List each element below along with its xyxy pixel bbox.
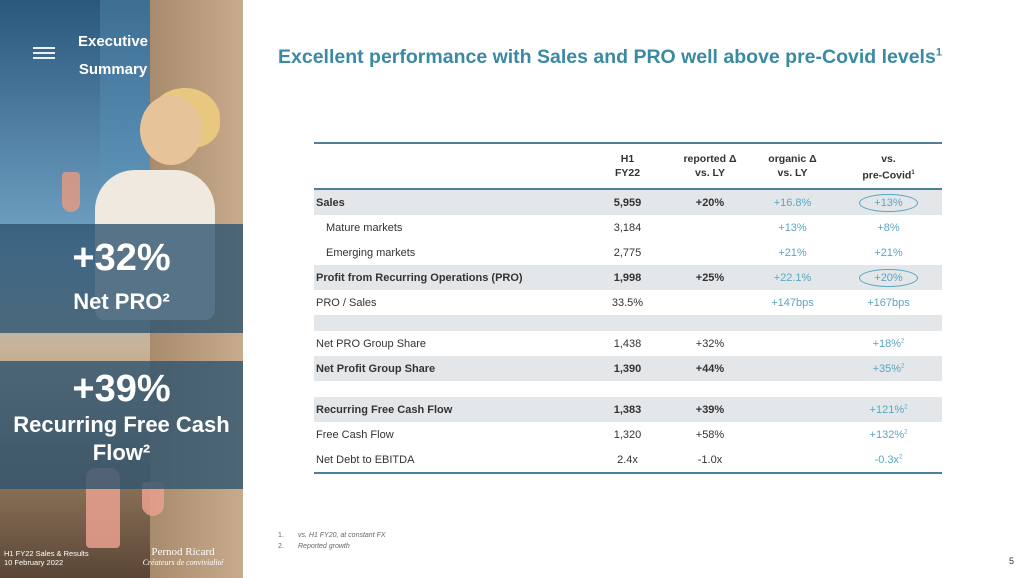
- header-pre-covid: vs. pre-Covid1: [862, 153, 915, 182]
- footer-info: H1 FY22 Sales & Results 10 February 2022: [4, 549, 89, 567]
- page-title-footnote: 1: [935, 46, 942, 59]
- table-row: Free Cash Flow 1,320 +58% +132%2: [314, 422, 942, 447]
- cell-h1: 5,959: [613, 196, 642, 209]
- kpi-recurring-fcf-label-line2: Flow²: [92, 440, 151, 465]
- row-label: Net Profit Group Share: [316, 362, 436, 375]
- cell-pre-covid: +13%: [835, 193, 942, 212]
- page-title: Excellent performance with Sales and PRO…: [278, 46, 942, 69]
- cell-pre-covid: +121%2: [869, 403, 908, 416]
- glass-image: [142, 482, 164, 516]
- row-label: Emerging markets: [326, 246, 416, 259]
- table-row: PRO / Sales 33.5% +147bps +167bps: [314, 290, 942, 315]
- row-label: PRO / Sales: [316, 296, 377, 309]
- cell-pre-covid: -0.3x2: [874, 453, 903, 466]
- cell-pre-covid: +35%2: [872, 362, 905, 375]
- cell-reported: +25%: [695, 271, 725, 284]
- footnote-1: 1. vs. H1 FY20, at constant FX: [278, 532, 386, 539]
- brand-name: Pernod Ricard: [151, 546, 215, 558]
- cell-reported: -1.0x: [697, 453, 723, 466]
- page-number: 5: [1008, 556, 1014, 566]
- table-row: Recurring Free Cash Flow 1,383 +39% +121…: [314, 397, 942, 422]
- section-header-line1: Executive: [77, 33, 149, 50]
- table-bottom-rule: [314, 472, 942, 474]
- row-label: Free Cash Flow: [316, 428, 394, 441]
- cell-pre-covid: +167bps: [867, 296, 910, 309]
- highlight-circle: +13%: [859, 193, 918, 212]
- kpi-net-pro-value: +32%: [72, 237, 171, 279]
- table-row: Sales 5,959 +20% +16.8% +13%: [314, 190, 942, 215]
- cell-reported: +32%: [695, 337, 725, 350]
- cell-reported: +58%: [695, 428, 725, 441]
- row-label: Profit from Recurring Operations (PRO): [316, 271, 523, 284]
- footer-title: H1 FY22 Sales & Results: [4, 549, 89, 558]
- table-spacer: [314, 315, 942, 331]
- table-row: Net Profit Group Share 1,390 +44% +35%2: [314, 356, 942, 381]
- window-background: [0, 0, 100, 230]
- cell-h1: 33.5%: [611, 296, 644, 309]
- row-label: Sales: [316, 196, 345, 209]
- table-row: Emerging markets 2,775 +21% +21%: [314, 240, 942, 265]
- footer-date: 10 February 2022: [4, 558, 64, 567]
- cell-organic: +22.1%: [773, 271, 812, 284]
- table-row: Mature markets 3,184 +13% +8%: [314, 215, 942, 240]
- kpi-net-pro-label: Net PRO²: [73, 289, 170, 314]
- cell-pre-covid: +8%: [877, 221, 900, 234]
- footnotes: 1. vs. H1 FY20, at constant FX 2. Reported…: [278, 530, 386, 552]
- cell-h1: 1,998: [613, 271, 642, 284]
- table-spacer: [314, 381, 942, 397]
- cell-h1: 2,775: [613, 246, 642, 259]
- cell-h1: 3,184: [613, 221, 642, 234]
- table-row: Profit from Recurring Operations (PRO) 1…: [314, 265, 942, 290]
- row-label: Mature markets: [326, 221, 403, 234]
- cell-pre-covid: +132%2: [869, 428, 908, 441]
- cell-pre-covid: +18%2: [872, 337, 905, 350]
- cell-reported: +44%: [695, 362, 725, 375]
- cell-organic: +16.8%: [773, 196, 812, 209]
- table-row: Net Debt to EBITDA 2.4x -1.0x -0.3x2: [314, 447, 942, 472]
- table-row: Net PRO Group Share 1,438 +32% +18%2: [314, 331, 942, 356]
- cell-pre-covid: +20%: [835, 268, 942, 287]
- row-label: Recurring Free Cash Flow: [316, 403, 453, 416]
- kpi-recurring-fcf-label-line1: Recurring Free Cash: [13, 412, 230, 437]
- row-label: Net PRO Group Share: [316, 337, 427, 350]
- kpi-recurring-fcf-value: +39%: [72, 368, 171, 410]
- footnote-2: 2. Reported growth: [278, 543, 350, 550]
- section-header: Executive Summary: [58, 28, 168, 84]
- highlight-circle: +20%: [859, 268, 918, 287]
- cell-reported: +20%: [695, 196, 725, 209]
- person-head: [140, 95, 202, 165]
- menu-icon[interactable]: [33, 47, 55, 59]
- cell-h1: 2.4x: [617, 453, 638, 466]
- cell-h1: 1,438: [613, 337, 642, 350]
- cell-organic: +21%: [778, 246, 807, 259]
- row-label: Net Debt to EBITDA: [316, 453, 415, 466]
- cell-organic: +147bps: [771, 296, 814, 309]
- hero-image-panel: Executive Summary +32% Net PRO² +39% Rec…: [0, 0, 243, 578]
- header-h1: H1 FY22: [614, 153, 641, 179]
- cell-organic: +13%: [778, 221, 807, 234]
- kpi-recurring-fcf: +39% Recurring Free Cash Flow²: [0, 361, 243, 489]
- section-header-line2: Summary: [78, 61, 148, 78]
- cell-h1: 1,390: [613, 362, 642, 375]
- cell-h1: 1,320: [613, 428, 642, 441]
- kpi-net-pro: +32% Net PRO²: [0, 224, 243, 333]
- cell-pre-covid: +21%: [874, 246, 903, 259]
- page-title-text: Excellent performance with Sales and PRO…: [278, 46, 936, 68]
- cell-reported: +39%: [695, 403, 725, 416]
- wine-glass-image: [62, 172, 80, 212]
- brand-tagline: Créateurs de convivialité: [142, 558, 224, 567]
- header-label-col: [314, 144, 585, 188]
- cell-h1: 1,383: [613, 403, 642, 416]
- brand-logo: Pernod Ricard Créateurs de convivialité: [128, 546, 238, 567]
